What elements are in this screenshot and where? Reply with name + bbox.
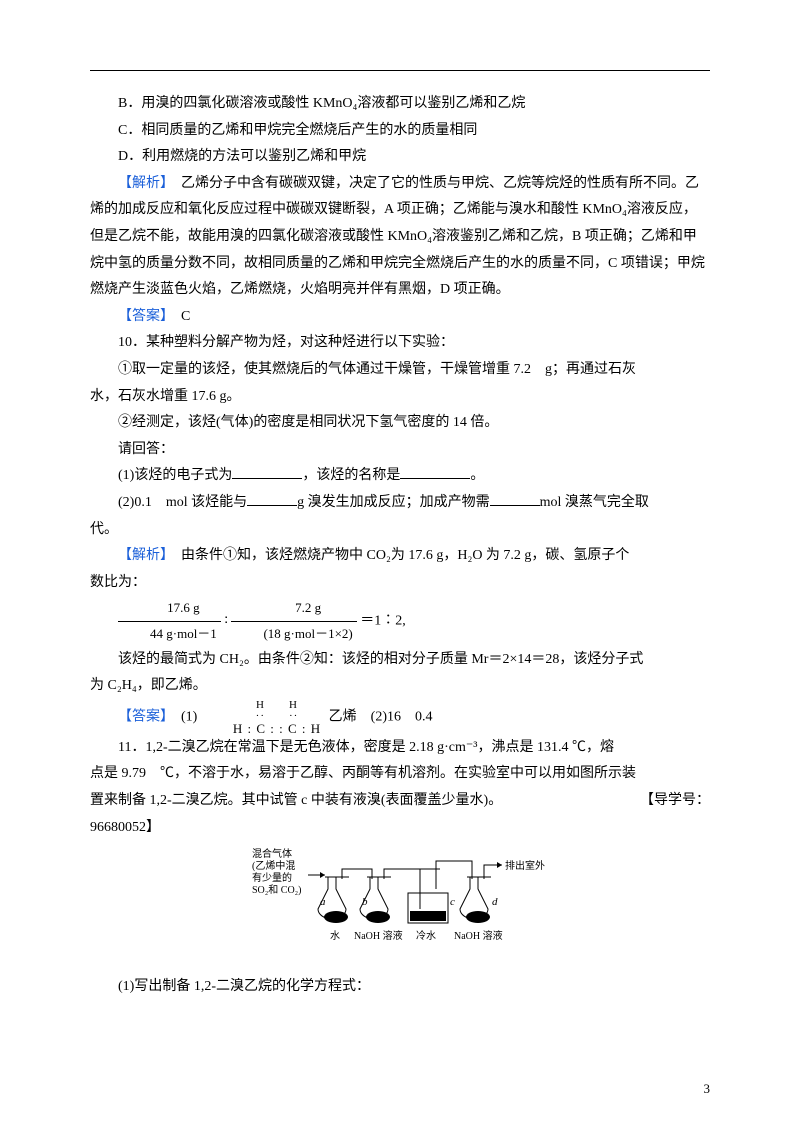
- frac1-num: 17.6 g: [118, 596, 221, 622]
- answer-10-name: 乙烯: [329, 710, 357, 725]
- analysis-label-10: 【解析】: [118, 548, 167, 563]
- apparatus-figure: 混合气体 (乙烯中混 有少量的 SO₂和 CO₂): [90, 847, 710, 968]
- analysis-10: 【解析】 由条件①知，该烃燃烧产物中 CO₂为 17.6 g，H₂O 为 7.2…: [90, 543, 710, 570]
- fig-out: 排出室外: [505, 859, 545, 872]
- blank-3: [247, 491, 297, 506]
- answer-10-part2: (2)16 0.4: [357, 710, 433, 725]
- analysis-10-pre: 由条件①知，该烃燃烧产物中 CO₂为 17.6 g，H₂O 为 7.2 g，碳、…: [167, 548, 629, 563]
- option-b: B．用溴的四氯化碳溶液或酸性 KMnO₄溶液都可以鉴别乙烯和乙烷: [90, 91, 710, 118]
- q11-line3: 置来制备 1,2-二溴乙烷。其中试管 c 中装有液溴(表面覆盖少量水)。 【导学号…: [90, 788, 710, 815]
- q10-sub2d: 代。: [90, 517, 710, 544]
- blank-1: [232, 464, 302, 479]
- flask-d: d: [492, 896, 498, 908]
- flask-b: b: [362, 896, 368, 908]
- answer-10-pre: (1): [167, 710, 197, 725]
- page-number: 3: [704, 1077, 711, 1102]
- fig-top4: SO₂和 CO₂): [252, 884, 301, 896]
- q11-line3b: 【导学号：: [640, 788, 710, 815]
- fig-top3: 有少量的: [252, 871, 292, 884]
- q10-sub1a: (1)该烃的电子式为: [118, 468, 232, 483]
- q10-sub2: (2)0.1 mol 该烃能与 g 溴发生加成反应；加成产物需 mol 溴蒸气完全取: [90, 490, 710, 517]
- option-d: D．利用燃烧的方法可以鉴别乙烯和甲烷: [90, 144, 710, 171]
- analysis-9-text: 乙烯分子中含有碳碳双键，决定了它的性质与甲烷、乙烷等烷烃的性质有所不同。乙烯的加…: [90, 176, 705, 297]
- frac-eq: ＝1∶2,: [360, 614, 406, 629]
- q10-stem: 10．某种塑料分解产物为烃，对这种烃进行以下实验：: [90, 330, 710, 357]
- q10-cond1a: ①取一定量的该烃，使其燃烧后的气体通过干燥管，干燥管增重 7.2 g；再通过石灰: [90, 357, 710, 384]
- answer-10: 【答案】 (1) H H ·· ·· H : C : : C : H 乙烯 (2…: [90, 700, 710, 735]
- q11-line1: 11．1,2-二溴乙烷在常温下是无色液体，密度是 2.18 g·cm⁻³，沸点是…: [90, 735, 710, 762]
- fig-top2: (乙烯中混: [252, 859, 295, 872]
- label-c: 冷水: [416, 929, 436, 942]
- answer-9: 【答案】 C: [90, 304, 710, 331]
- analysis-10-pre2: 数比为：: [90, 570, 710, 597]
- label-b: NaOH 溶液: [354, 929, 403, 942]
- analysis-10-line2: 该烃的最简式为 CH₂。由条件②知：该烃的相对分子质量 Mr＝2×14＝28，该…: [90, 647, 710, 674]
- frac-colon: ∶: [224, 614, 228, 629]
- q11-line2: 点是 9.79 ℃，不溶于水，易溶于乙醇、丙酮等有机溶剂。在实验室中可以用如图所…: [90, 761, 710, 788]
- q11-sub1: (1)写出制备 1,2-二溴乙烷的化学方程式：: [90, 974, 710, 1001]
- answer-label-10: 【答案】: [118, 710, 167, 725]
- label-a: 水: [330, 930, 340, 942]
- fraction-2: 7.2 g(18 g·mol－1×2): [231, 596, 356, 646]
- analysis-10-line3: 为 C₂H₄，即乙烯。: [90, 673, 710, 700]
- fraction-1: 17.6 g44 g·mol－1: [118, 596, 221, 646]
- q10-sub1b: ，该烃的名称是: [302, 468, 400, 483]
- q10-cond1b: 水，石灰水增重 17.6 g。: [90, 384, 710, 411]
- page: B．用溴的四氯化碳溶液或酸性 KMnO₄溶液都可以鉴别乙烯和乙烷 C．相同质量的…: [0, 0, 800, 1132]
- frac1-den: 44 g·mol－1: [118, 622, 221, 647]
- analysis-9: 【解析】 乙烯分子中含有碳碳双键，决定了它的性质与甲烷、乙烷等烷烃的性质有所不同…: [90, 171, 710, 304]
- analysis-10-frac: 17.6 g44 g·mol－1 ∶ 7.2 g(18 g·mol－1×2) ＝…: [90, 596, 710, 646]
- q11-line4: 96680052】: [90, 815, 710, 842]
- q10-sub1: (1)该烃的电子式为 ，该烃的名称是 。: [90, 463, 710, 490]
- q10-please: 请回答：: [90, 437, 710, 464]
- flask-c: c: [450, 896, 455, 908]
- blank-2: [400, 464, 470, 479]
- option-c: C．相同质量的乙烯和甲烷完全燃烧后产生的水的质量相同: [90, 118, 710, 145]
- q10-sub2b: g 溴发生加成反应；加成产物需: [297, 495, 490, 510]
- q10-cond2: ②经测定，该烃(气体)的密度是相同状况下氢气密度的 14 倍。: [90, 410, 710, 437]
- top-rule: [90, 70, 710, 71]
- apparatus-svg: 混合气体 (乙烯中混 有少量的 SO₂和 CO₂): [250, 847, 550, 957]
- frac2-den: (18 g·mol－1×2): [231, 622, 356, 647]
- q10-sub2a: (2)0.1 mol 该烃能与: [118, 495, 247, 510]
- q10-sub1c: 。: [470, 468, 484, 483]
- blank-4: [490, 491, 540, 506]
- q10-sub2c: mol 溴蒸气完全取: [540, 495, 649, 510]
- analysis-label: 【解析】: [118, 176, 167, 191]
- fig-top1: 混合气体: [252, 847, 292, 860]
- label-d: NaOH 溶液: [454, 929, 503, 942]
- lewis-structure: H H ·· ·· H : C : : C : H: [205, 700, 321, 735]
- q11-line3a: 置来制备 1,2-二溴乙烷。其中试管 c 中装有液溴(表面覆盖少量水)。: [90, 793, 502, 808]
- frac2-num: 7.2 g: [231, 596, 356, 622]
- answer-label: 【答案】: [118, 309, 167, 324]
- flask-a: a: [320, 896, 326, 908]
- answer-9-value: C: [167, 309, 190, 324]
